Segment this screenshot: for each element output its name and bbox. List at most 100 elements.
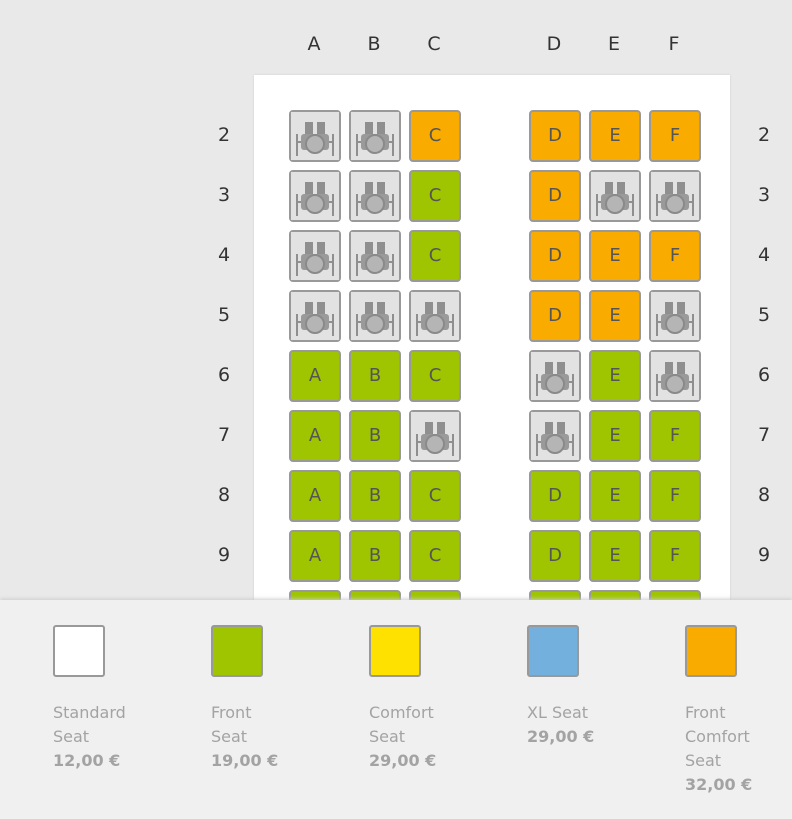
legend-price: 12,00 € <box>53 751 121 770</box>
seat[interactable]: A <box>289 350 341 402</box>
row-label: 3 <box>757 184 771 206</box>
row-label: 8 <box>217 484 231 506</box>
seat[interactable]: C <box>409 110 461 162</box>
occupied-icon <box>411 412 459 460</box>
seat[interactable]: E <box>589 530 641 582</box>
seat[interactable]: E <box>589 110 641 162</box>
row-label: 9 <box>757 544 771 566</box>
legend-swatch <box>527 625 579 677</box>
occupied-seat <box>529 350 581 402</box>
row-label: 3 <box>217 184 231 206</box>
occupied-icon <box>291 232 339 280</box>
seat[interactable]: C <box>409 530 461 582</box>
occupied-seat <box>349 290 401 342</box>
seat[interactable]: C <box>409 470 461 522</box>
seat[interactable]: C <box>409 230 461 282</box>
occupied-seat <box>409 410 461 462</box>
occupied-icon <box>411 292 459 340</box>
seat[interactable]: A <box>289 470 341 522</box>
row-label: 4 <box>757 244 771 266</box>
row-label: 6 <box>757 364 771 386</box>
legend-label: Front Seat <box>211 703 252 746</box>
occupied-seat <box>289 110 341 162</box>
occupied-icon <box>531 352 579 400</box>
seat[interactable]: D <box>529 290 581 342</box>
column-label: B <box>367 33 381 55</box>
seat[interactable]: D <box>529 470 581 522</box>
seat[interactable]: E <box>589 230 641 282</box>
legend-label: Standard Seat <box>53 703 126 746</box>
seat[interactable]: F <box>649 530 701 582</box>
row-label: 7 <box>217 424 231 446</box>
column-label: A <box>307 33 321 55</box>
seat[interactable]: E <box>589 290 641 342</box>
seat[interactable]: B <box>349 530 401 582</box>
legend-item: Standard Seat 12,00 € <box>53 625 143 773</box>
row-label: 9 <box>217 544 231 566</box>
seat[interactable]: A <box>289 530 341 582</box>
row-label: 7 <box>757 424 771 446</box>
seat[interactable]: B <box>349 470 401 522</box>
seat[interactable]: F <box>649 410 701 462</box>
occupied-icon <box>651 172 699 220</box>
seat[interactable]: D <box>529 110 581 162</box>
seat[interactable]: D <box>529 170 581 222</box>
occupied-seat <box>289 230 341 282</box>
occupied-icon <box>291 172 339 220</box>
row-label: 6 <box>217 364 231 386</box>
legend-price: 29,00 € <box>527 727 595 746</box>
legend-label: XL Seat <box>527 703 589 722</box>
occupied-seat <box>649 290 701 342</box>
seat[interactable]: D <box>529 230 581 282</box>
occupied-icon <box>531 412 579 460</box>
row-label: 2 <box>757 124 771 146</box>
seat[interactable]: F <box>649 230 701 282</box>
seat[interactable]: A <box>289 410 341 462</box>
legend-item: XL Seat 29,00 € <box>527 625 617 749</box>
occupied-icon <box>291 292 339 340</box>
seat[interactable]: E <box>589 470 641 522</box>
legend-swatch <box>685 625 737 677</box>
occupied-icon <box>351 112 399 160</box>
occupied-seat <box>649 170 701 222</box>
seat[interactable]: C <box>409 350 461 402</box>
seat[interactable]: E <box>589 350 641 402</box>
legend-swatch <box>211 625 263 677</box>
occupied-icon <box>351 172 399 220</box>
seat[interactable]: B <box>349 350 401 402</box>
row-label: 5 <box>217 304 231 326</box>
legend-label: Comfort Seat <box>369 703 434 746</box>
occupied-seat <box>349 170 401 222</box>
legend-label: Front Comfort Seat <box>685 703 750 770</box>
occupied-seat <box>289 170 341 222</box>
occupied-seat <box>589 170 641 222</box>
legend-swatch <box>369 625 421 677</box>
occupied-icon <box>591 172 639 220</box>
seat[interactable]: C <box>409 170 461 222</box>
occupied-icon <box>651 352 699 400</box>
legend-price: 19,00 € <box>211 751 279 770</box>
legend-item: Comfort Seat 29,00 € <box>369 625 459 773</box>
occupied-seat <box>289 290 341 342</box>
legend: Standard Seat 12,00 € Front Seat 19,00 € Com… <box>0 600 792 819</box>
seat[interactable]: F <box>649 110 701 162</box>
legend-swatch <box>53 625 105 677</box>
occupied-seat <box>649 350 701 402</box>
seat[interactable]: E <box>589 410 641 462</box>
occupied-icon <box>651 292 699 340</box>
occupied-icon <box>291 112 339 160</box>
occupied-icon <box>351 232 399 280</box>
column-label: C <box>427 33 441 55</box>
occupied-seat <box>409 290 461 342</box>
occupied-seat <box>349 110 401 162</box>
column-label: F <box>668 33 680 55</box>
seat[interactable]: F <box>649 470 701 522</box>
occupied-seat <box>529 410 581 462</box>
occupied-seat <box>349 230 401 282</box>
seat[interactable]: B <box>349 410 401 462</box>
column-label: E <box>607 33 620 55</box>
seat[interactable]: D <box>529 530 581 582</box>
row-label: 4 <box>217 244 231 266</box>
legend-item: Front Seat 19,00 € <box>211 625 301 773</box>
